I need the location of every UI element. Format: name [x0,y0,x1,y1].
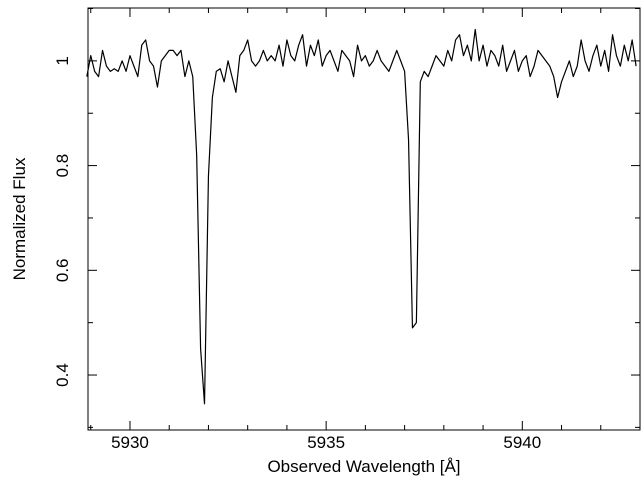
spectrum-line [86,28,637,405]
x-axis-label: Observed Wavelength [Å] [267,457,460,476]
plot-frame [87,7,641,431]
y-tick-label: 0.6 [53,258,72,282]
x-tick-label: 5935 [307,433,345,452]
y-tick-label: 0.4 [53,363,72,387]
y-tick-label: 1 [53,56,72,65]
y-axis-label: Normalized Flux [10,157,29,280]
x-tick-label: 5940 [503,433,541,452]
x-tick-label: 5930 [111,433,149,452]
y-tick-label: 0.8 [53,154,72,178]
